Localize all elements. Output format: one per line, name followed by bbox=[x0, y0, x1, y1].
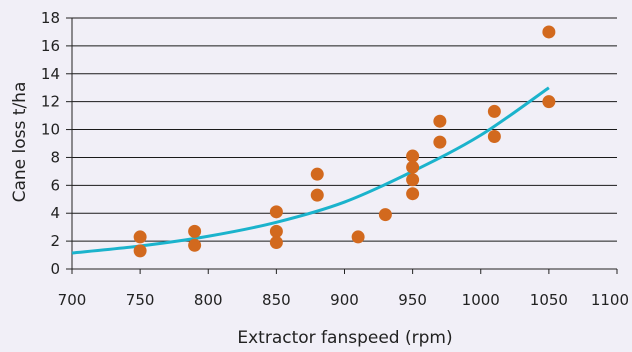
y-tick-16: 16 bbox=[41, 37, 60, 55]
data-point-14 bbox=[406, 187, 420, 201]
data-points bbox=[133, 25, 556, 258]
data-point-5 bbox=[269, 224, 283, 238]
x-tick-1050: 1050 bbox=[530, 291, 568, 309]
data-point-1 bbox=[133, 244, 147, 258]
y-axis-label: Cane loss t/ha bbox=[10, 82, 30, 203]
data-point-12 bbox=[406, 160, 420, 174]
data-point-11 bbox=[406, 149, 420, 163]
y-tick-14: 14 bbox=[41, 65, 60, 83]
data-point-6 bbox=[269, 236, 283, 250]
y-tick-4: 4 bbox=[50, 204, 60, 222]
y-tick-10: 10 bbox=[41, 121, 60, 139]
x-tick-1000: 1000 bbox=[462, 291, 500, 309]
x-tick-800: 800 bbox=[194, 291, 223, 309]
trend-line bbox=[71, 86, 550, 255]
data-point-8 bbox=[310, 188, 324, 202]
data-point-9 bbox=[351, 230, 365, 244]
y-tick-6: 6 bbox=[50, 176, 60, 194]
data-point-2 bbox=[188, 224, 202, 238]
x-tick-850: 850 bbox=[262, 291, 291, 309]
data-point-20 bbox=[542, 95, 556, 109]
x-tick-950: 950 bbox=[398, 291, 427, 309]
y-tick-12: 12 bbox=[41, 93, 60, 111]
data-point-0 bbox=[133, 230, 147, 244]
data-point-19 bbox=[542, 25, 556, 39]
x-tick-900: 900 bbox=[330, 291, 359, 309]
x-tick-labels: 700 750 800 850 900 950 1000 1050 1100 bbox=[58, 291, 629, 309]
data-point-15 bbox=[433, 114, 447, 128]
y-tick-18: 18 bbox=[41, 9, 60, 27]
data-point-13 bbox=[406, 173, 420, 187]
x-tick-1100: 1100 bbox=[591, 291, 629, 309]
data-point-10 bbox=[378, 208, 392, 222]
y-tick-0: 0 bbox=[50, 260, 60, 278]
y-tick-labels: 0 2 4 6 8 10 12 14 16 18 bbox=[41, 9, 60, 278]
data-point-3 bbox=[188, 238, 202, 252]
data-point-18 bbox=[487, 130, 501, 144]
data-point-17 bbox=[487, 104, 501, 118]
y-tick-2: 2 bbox=[50, 232, 60, 250]
data-point-16 bbox=[433, 135, 447, 149]
x-tick-750: 750 bbox=[126, 291, 155, 309]
data-point-7 bbox=[310, 167, 324, 181]
axes bbox=[71, 18, 618, 274]
y-tick-8: 8 bbox=[50, 148, 60, 166]
gridlines bbox=[66, 17, 617, 270]
x-axis-label: Extractor fanspeed (rpm) bbox=[237, 328, 452, 348]
data-point-4 bbox=[269, 205, 283, 219]
x-tick-700: 700 bbox=[58, 291, 87, 309]
